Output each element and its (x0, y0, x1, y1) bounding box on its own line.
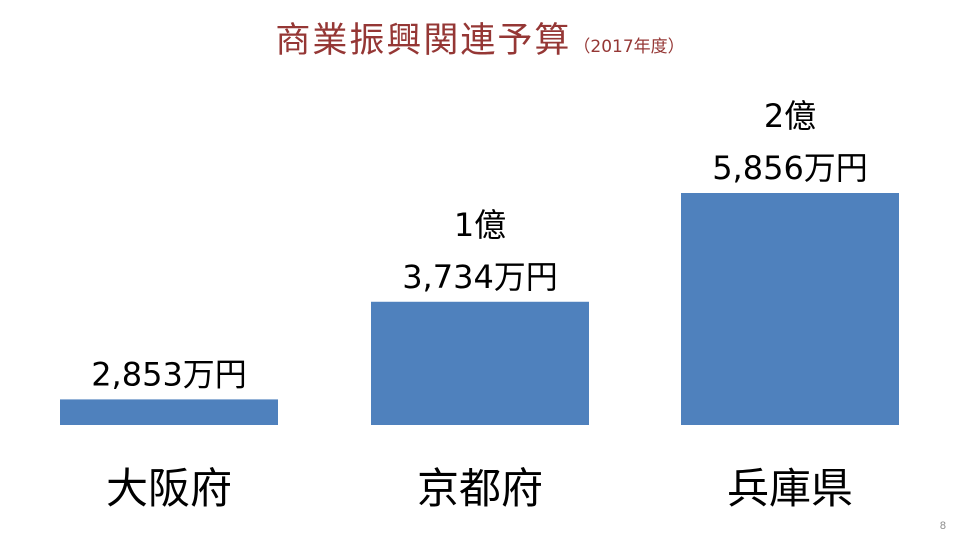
bar-1 (60, 399, 278, 425)
data-label-3-line-2: 5,856万円 (712, 149, 868, 187)
category-label-3: 兵庫県 (727, 464, 853, 513)
data-label-1-line-1: 2,853万円 (91, 355, 247, 393)
chart-title-fiscal-year: （2017年度） (573, 37, 685, 57)
category-label-2: 京都府 (417, 464, 543, 513)
data-label-2-line-1: 1億 (454, 206, 506, 244)
category-label-1: 大阪府 (106, 464, 232, 513)
data-label-3-line-1: 2億 (764, 97, 816, 135)
bar-3 (681, 193, 899, 425)
page-number: 8 (939, 520, 946, 532)
bar-2 (371, 301, 589, 425)
chart-title-main: 商業振興関連予算 (275, 21, 572, 61)
chart-title: 商業振興関連予算 （2017年度） (0, 12, 960, 63)
data-label-2-line-2: 3,734万円 (402, 258, 558, 296)
